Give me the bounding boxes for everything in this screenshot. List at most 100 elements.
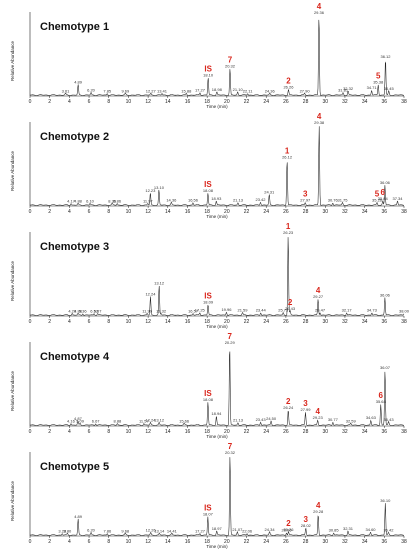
x-tick-label: 34 — [362, 99, 368, 105]
chromatogram-trace — [29, 126, 405, 206]
peak-rt-label: 11.57 — [139, 418, 149, 423]
compound-mark: 4 — [316, 286, 321, 295]
x-tick-label: 10 — [126, 99, 132, 105]
x-tick-label: 12 — [145, 319, 151, 325]
x-tick-label: 14 — [165, 539, 171, 545]
peak-rt-label: 36.07 — [380, 365, 391, 370]
x-tick-label: 0 — [29, 209, 32, 215]
peak-rt-label: 23.43 — [256, 417, 267, 422]
peak-rt-label: 9.69 — [121, 88, 130, 93]
x-tick-label: 28 — [303, 319, 309, 325]
peak-rt-label: 4.29 — [68, 308, 77, 313]
x-tick-label: 26 — [283, 539, 289, 545]
compound-mark: 5 — [375, 190, 380, 199]
peak-rt-label: 3.61 — [62, 88, 71, 93]
compound-mark: IS — [204, 64, 212, 73]
compound-mark: 4 — [317, 112, 322, 121]
peak-rt-label: 4.16 — [67, 418, 76, 423]
peak-rt-label: 18.07 — [203, 512, 214, 517]
x-tick-label: 30 — [322, 319, 328, 325]
peak-rt-label: 13.12 — [154, 418, 165, 423]
peak-rt-label: 18.98 — [212, 87, 223, 92]
chromatogram-trace — [29, 351, 405, 426]
y-axis-title: Relative Abundance — [10, 260, 15, 301]
peak-rt-label: 18.08 — [203, 188, 214, 193]
y-axis-title: Relative Abundance — [10, 150, 15, 191]
x-tick-label: 16 — [185, 429, 191, 435]
peak-rt-label: 26.12 — [282, 154, 293, 159]
peak-rt-label: 30.76 — [328, 198, 339, 203]
peak-rt-label: 13.41 — [157, 88, 168, 93]
x-tick-label: 32 — [342, 99, 348, 105]
x-tick-label: 28 — [303, 209, 309, 215]
peak-rt-label: 18.08 — [203, 397, 214, 402]
peak-rt-label: 18.09 — [203, 300, 214, 305]
peak-rt-label: 29.38 — [314, 120, 325, 125]
peak-rt-label: 13.12 — [154, 280, 165, 285]
peak-rt-label: 26.06 — [281, 528, 292, 533]
x-tick-label: 0 — [29, 319, 32, 325]
peak-rt-label: 23.44 — [256, 308, 267, 313]
x-tick-label: 10 — [126, 319, 132, 325]
peak-rt-label: 34.60 — [366, 527, 377, 532]
peak-rt-label: 11.90 — [142, 308, 152, 313]
x-tick-label: 16 — [185, 319, 191, 325]
peak-rt-label: 29.47 — [315, 308, 326, 313]
peak-rt-label: 6.67 — [92, 418, 101, 423]
compound-mark: 2 — [288, 298, 293, 307]
compound-mark: 6 — [379, 391, 384, 400]
compound-mark: 2 — [286, 519, 291, 528]
peak-rt-label: 13.14 — [154, 528, 165, 533]
peak-rt-label: 36.12 — [380, 54, 391, 59]
peak-rt-label: 3.28 — [58, 528, 67, 533]
peak-rt-label: 12.23 — [145, 188, 156, 193]
x-tick-label: 10 — [126, 429, 132, 435]
peak-rt-label: 31.75 — [337, 198, 348, 203]
peak-rt-label: 17.27 — [195, 88, 206, 93]
x-tick-label: 14 — [165, 429, 171, 435]
peak-rt-label: 12.27 — [146, 88, 157, 93]
panel-title: Chemotype 1 — [40, 21, 109, 33]
peak-rt-label: 34.63 — [366, 415, 377, 420]
peak-rt-label: 8.35 — [108, 198, 117, 203]
x-tick-label: 28 — [303, 539, 309, 545]
x-tick-label: 12 — [145, 429, 151, 435]
peak-rt-label: 7.85 — [103, 88, 112, 93]
x-tick-label: 38 — [401, 539, 407, 545]
peak-rt-label: 22.06 — [242, 528, 253, 533]
x-tick-label: 18 — [204, 209, 210, 215]
x-tick-label: 0 — [29, 429, 32, 435]
x-tick-label: 14 — [165, 209, 171, 215]
peak-rt-label: 34.73 — [367, 308, 378, 313]
peak-rt-label: 15.88 — [181, 88, 192, 93]
peak-rt-label: 34.71 — [367, 85, 378, 90]
y-axis-title: Relative Abundance — [10, 370, 15, 411]
x-axis-title: Time (min) — [206, 324, 228, 329]
x-tick-label: 20 — [224, 429, 230, 435]
x-tick-label: 22 — [244, 99, 250, 105]
compound-mark: 7 — [228, 442, 233, 451]
x-tick-label: 34 — [362, 539, 368, 545]
peak-rt-label: 20.29 — [225, 340, 236, 345]
x-tick-label: 4 — [68, 429, 71, 435]
peak-rt-label: 35.26 — [372, 198, 383, 203]
compound-mark: 4 — [317, 2, 322, 11]
x-tick-label: 32 — [342, 209, 348, 215]
peak-rt-label: 14.36 — [166, 198, 177, 203]
peak-rt-label: 16.56 — [188, 198, 199, 203]
peak-rt-label: 4.89 — [74, 514, 83, 519]
x-tick-label: 18 — [204, 99, 210, 105]
peak-rt-label: 21.13 — [233, 198, 244, 203]
peak-rt-label: 8.88 — [113, 418, 122, 423]
peak-rt-label: 5.09 — [76, 418, 85, 423]
peak-rt-label: 24.34 — [265, 527, 276, 532]
y-axis-title: Relative Abundance — [10, 40, 15, 81]
x-tick-label: 6 — [88, 319, 91, 325]
chromatogram-trace — [29, 19, 405, 96]
compound-mark: IS — [204, 504, 212, 513]
